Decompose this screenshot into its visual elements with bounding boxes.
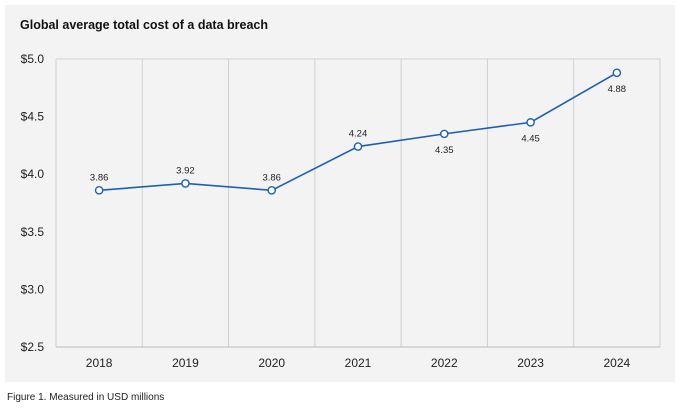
x-tick-label: 2020 — [258, 356, 285, 370]
y-tick-label: $4.0 — [21, 167, 45, 181]
data-label: 4.24 — [349, 129, 368, 140]
x-tick-label: 2018 — [86, 356, 113, 370]
y-tick-label: $2.5 — [21, 340, 45, 354]
data-point — [181, 179, 190, 188]
x-tick-label: 2023 — [517, 356, 544, 370]
data-label: 3.86 — [262, 172, 281, 183]
figure-caption: Figure 1. Measured in USD millions — [7, 392, 165, 403]
x-tick-label: 2019 — [172, 356, 199, 370]
data-label: 3.86 — [90, 172, 109, 183]
data-label: 4.45 — [521, 133, 540, 144]
data-label: 3.92 — [176, 165, 195, 176]
data-point — [526, 118, 535, 127]
y-tick-label: $5.0 — [21, 52, 45, 66]
x-tick-label: 2022 — [431, 356, 458, 370]
data-label: 4.35 — [435, 145, 454, 156]
y-tick-label: $3.5 — [21, 225, 45, 239]
x-tick-label: 2024 — [604, 356, 631, 370]
data-point — [612, 68, 622, 78]
data-point — [353, 142, 363, 151]
y-tick-label: $4.5 — [21, 110, 45, 124]
data-point — [94, 186, 104, 195]
data-point — [439, 129, 449, 139]
chart-title: Global average total cost of a data brea… — [20, 18, 268, 32]
chart-panel — [5, 5, 675, 382]
y-tick-label: $3.0 — [21, 282, 45, 296]
x-tick-label: 2021 — [345, 356, 372, 370]
data-point — [267, 186, 277, 195]
data-label: 4.88 — [608, 84, 627, 95]
